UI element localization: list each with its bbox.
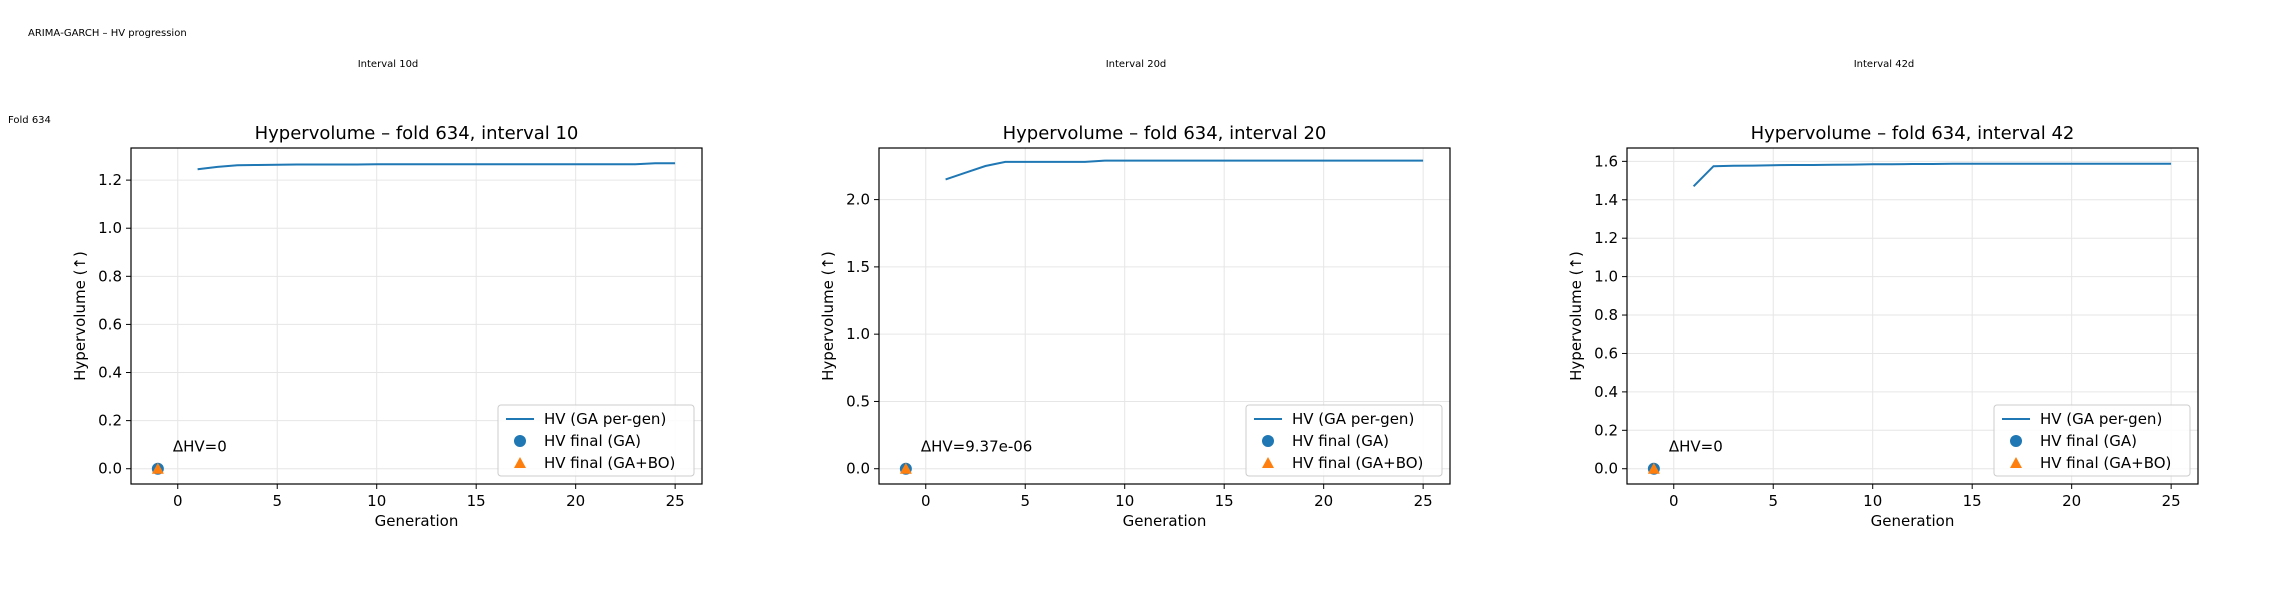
x-tick-label: 5 bbox=[1020, 492, 1030, 510]
y-tick-label: 0.4 bbox=[1594, 383, 1618, 401]
y-tick-label: 1.6 bbox=[1594, 152, 1618, 170]
x-tick-label: 20 bbox=[1314, 492, 1333, 510]
legend-circle-swatch bbox=[514, 435, 526, 447]
x-axis-label: Generation bbox=[1123, 512, 1207, 530]
legend-label-ga-final: HV final (GA) bbox=[2040, 432, 2137, 450]
chart-title: Hypervolume – fold 634, interval 10 bbox=[255, 123, 579, 144]
series-line-hv-ga bbox=[1692, 162, 2172, 188]
x-tick-label: 5 bbox=[272, 492, 282, 510]
y-tick-label: 0.4 bbox=[98, 364, 122, 382]
y-tick-label: 0.0 bbox=[846, 460, 870, 478]
final-point-gabo bbox=[1647, 462, 1660, 474]
y-tick-label: 1.2 bbox=[98, 171, 122, 189]
y-tick-label: 0.6 bbox=[98, 315, 122, 333]
y-tick-label: 1.0 bbox=[1594, 268, 1618, 286]
y-tick-label: 0.5 bbox=[846, 392, 870, 410]
x-tick-label: 10 bbox=[1863, 492, 1882, 510]
series-line-hv-ga bbox=[945, 159, 1424, 181]
final-point-gabo bbox=[899, 462, 912, 474]
y-tick-label: 1.0 bbox=[846, 325, 870, 343]
final-point-gabo bbox=[151, 462, 164, 474]
x-tick-label: 0 bbox=[921, 492, 931, 510]
legend-label-line: HV (GA per-gen) bbox=[2040, 410, 2162, 428]
delta-hv-annotation: ΔHV=0 bbox=[173, 438, 227, 456]
y-axis-label: Hypervolume (↑) bbox=[71, 251, 89, 381]
y-axis-label: Hypervolume (↑) bbox=[819, 251, 837, 381]
y-tick-label: 0.0 bbox=[98, 460, 122, 478]
x-tick-label: 10 bbox=[1115, 492, 1134, 510]
axes-frame bbox=[130, 147, 703, 485]
legend-triangle-swatch bbox=[1262, 457, 1274, 468]
legend-triangle-swatch bbox=[2010, 457, 2022, 468]
legend-label-ga-final: HV final (GA) bbox=[544, 432, 641, 450]
legend-label-line: HV (GA per-gen) bbox=[544, 410, 666, 428]
x-tick-label: 20 bbox=[2062, 492, 2081, 510]
x-tick-label: 15 bbox=[1215, 492, 1234, 510]
series-line-hv-ga bbox=[197, 162, 676, 171]
y-tick-label: 0.6 bbox=[1594, 344, 1618, 362]
axes-frame bbox=[878, 147, 1451, 485]
y-tick-label: 1.0 bbox=[98, 219, 122, 237]
y-tick-label: 1.5 bbox=[846, 258, 870, 276]
delta-hv-annotation: ΔHV=9.37e-06 bbox=[921, 438, 1033, 456]
row-label: Fold 634 bbox=[8, 115, 51, 126]
x-axis-label: Generation bbox=[1871, 512, 1955, 530]
legend-label-line: HV (GA per-gen) bbox=[1292, 410, 1414, 428]
legend-box bbox=[1993, 404, 2191, 477]
chart-title: Hypervolume – fold 634, interval 20 bbox=[1003, 123, 1327, 144]
delta-hv-annotation: ΔHV=0 bbox=[1669, 438, 1723, 456]
y-tick-label: 2.0 bbox=[846, 191, 870, 209]
x-tick-label: 10 bbox=[367, 492, 386, 510]
legend-triangle-swatch bbox=[514, 457, 526, 468]
x-tick-label: 15 bbox=[467, 492, 486, 510]
legend-circle-swatch bbox=[1262, 435, 1274, 447]
chart-title: Hypervolume – fold 634, interval 42 bbox=[1751, 123, 2075, 144]
legend-box bbox=[497, 404, 695, 477]
y-tick-label: 1.2 bbox=[1594, 229, 1618, 247]
column-title-2: Interval 20d bbox=[1105, 59, 1167, 70]
x-tick-label: 25 bbox=[1414, 492, 1433, 510]
x-tick-label: 0 bbox=[1669, 492, 1679, 510]
legend-circle-swatch bbox=[2010, 435, 2022, 447]
legend-box bbox=[1245, 404, 1443, 477]
y-axis-label: Hypervolume (↑) bbox=[1567, 251, 1585, 381]
y-tick-label: 0.2 bbox=[1594, 421, 1618, 439]
x-tick-label: 5 bbox=[1768, 492, 1778, 510]
y-tick-label: 0.8 bbox=[98, 267, 122, 285]
x-tick-label: 25 bbox=[2162, 492, 2181, 510]
x-tick-label: 25 bbox=[666, 492, 685, 510]
legend-label-gabo-final: HV final (GA+BO) bbox=[2040, 454, 2171, 472]
figure-suptitle: ARIMA‑GARCH – HV progression bbox=[28, 28, 187, 39]
x-tick-label: 0 bbox=[173, 492, 183, 510]
y-tick-label: 0.8 bbox=[1594, 306, 1618, 324]
legend-label-gabo-final: HV final (GA+BO) bbox=[544, 454, 675, 472]
y-tick-label: 0.0 bbox=[1594, 460, 1618, 478]
legend-label-gabo-final: HV final (GA+BO) bbox=[1292, 454, 1423, 472]
column-title-1: Interval 10d bbox=[357, 59, 419, 70]
axes-frame bbox=[1626, 147, 2199, 485]
x-tick-label: 20 bbox=[566, 492, 585, 510]
column-title-3: Interval 42d bbox=[1853, 59, 1915, 70]
x-axis-label: Generation bbox=[375, 512, 459, 530]
y-tick-label: 1.4 bbox=[1594, 191, 1618, 209]
x-tick-label: 15 bbox=[1963, 492, 1982, 510]
legend-label-ga-final: HV final (GA) bbox=[1292, 432, 1389, 450]
y-tick-label: 0.2 bbox=[98, 412, 122, 430]
